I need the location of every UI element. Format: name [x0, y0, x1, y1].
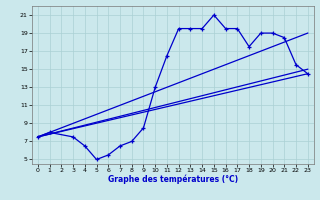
X-axis label: Graphe des températures (°C): Graphe des températures (°C)	[108, 175, 238, 184]
